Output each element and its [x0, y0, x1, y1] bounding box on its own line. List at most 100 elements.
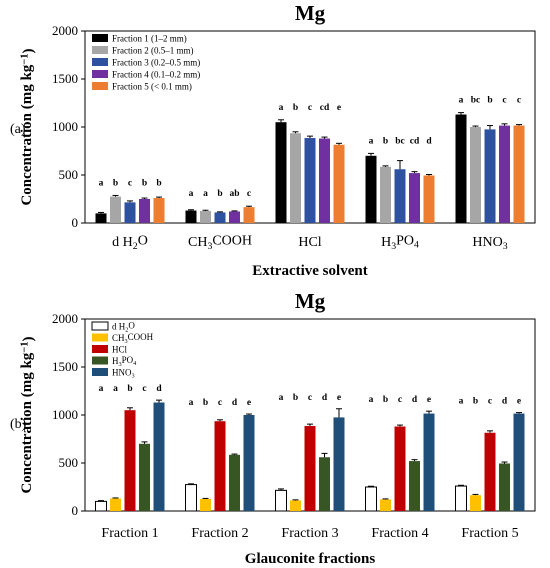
panel-b-significance-letter: b — [473, 397, 478, 407]
panel-a-y-tick-label: 0 — [72, 215, 79, 230]
panel-a-legend-swatch — [92, 34, 108, 42]
panel-a-bar — [214, 212, 226, 223]
panel-b-significance-letter: e — [427, 395, 431, 405]
panel-b-legend-swatch — [92, 368, 108, 376]
panel-b-significance-letter: a — [369, 395, 374, 405]
panel-a-bar — [394, 169, 406, 223]
panel-b-bar — [185, 484, 197, 512]
panel-a-bar — [380, 166, 391, 223]
panel-a-legend-entry: Fraction 4 (0.1–0.2 mm) — [112, 70, 200, 80]
panel-b-x-axis-label: Glauconite fractions — [245, 551, 376, 567]
panel-b-significance-letter: d — [232, 398, 238, 408]
panel-a-significance-letter: b — [383, 136, 388, 146]
panel-a-significance-letter: e — [337, 103, 341, 113]
panel-a-x-axis-label: Extractive solvent — [252, 263, 367, 279]
panel-a-significance-letter: a — [203, 189, 208, 199]
panel-a-bar — [185, 210, 197, 223]
panel-a-y-axis-label: Concentration (mg kg−1) — [19, 48, 37, 205]
panel-b-significance-letter: d — [156, 384, 162, 394]
panel-b-bar — [409, 461, 420, 511]
panel-b-significance-letter: a — [459, 397, 464, 407]
panel-a-bar — [275, 122, 287, 223]
panel-b-legend-entry: CH3COOH — [112, 332, 154, 345]
panel-a-bar — [95, 213, 107, 223]
panel-a-bar — [409, 173, 420, 223]
panel-a-bar — [200, 211, 211, 223]
panel-b-category-label: Fraction 3 — [281, 526, 338, 541]
panel-a-significance-letter: a — [459, 96, 464, 106]
panel-b-significance-letter: c — [142, 384, 146, 394]
panel-a-bar — [229, 211, 240, 223]
panel-b-y-tick-label: 2000 — [52, 311, 78, 326]
panel-b-chart: Mg (b) 0 500 1000 1500 2000 Concentration (mg k… — [10, 289, 536, 567]
panel-b-legend-entry: HCl — [112, 345, 128, 355]
panel-a-significance-letter: d — [426, 136, 432, 146]
panel-b-significance-letter: b — [293, 393, 298, 403]
panel-b-significance-letter: e — [337, 393, 341, 403]
panel-a-bar — [333, 144, 345, 223]
panel-b-legend-swatch — [92, 345, 108, 353]
panel-b-bar — [275, 489, 287, 512]
panel-a-bar — [153, 198, 165, 223]
panel-b-bar — [423, 413, 435, 511]
panel-b-bar — [394, 426, 406, 511]
panel-b-y-tick-label: 1000 — [52, 407, 78, 422]
panel-b-bar — [290, 500, 301, 511]
panel-b-significance-letter: c — [488, 397, 492, 407]
panel-a-bar — [499, 125, 510, 223]
panel-b-category-label: Fraction 4 — [371, 526, 428, 541]
panel-a-significance-letter: b — [142, 178, 147, 188]
panel-b-significance-letter: c — [218, 398, 222, 408]
panel-a-category-label: HCl — [298, 235, 321, 250]
panel-b-y-tick-label: 1500 — [52, 359, 78, 374]
panel-a-significance-letter: b — [487, 96, 492, 106]
panel-a-bar — [484, 129, 496, 223]
panel-b-bar — [139, 443, 150, 511]
panel-b-significance-letter: a — [189, 398, 194, 408]
panel-a-category-label: HNO3 — [472, 235, 507, 252]
panel-b-legend-swatch — [92, 333, 108, 342]
panel-a-bar — [124, 202, 136, 223]
panel-a-chart: Mg (a) 0 500 1000 1500 2000 Concentration (mg k… — [10, 1, 536, 279]
panel-b-bar — [470, 495, 481, 511]
panel-b-significance-letter: c — [308, 393, 312, 403]
panel-a-bar — [455, 114, 467, 223]
panel-b-bar — [319, 457, 330, 511]
panel-b-bar — [243, 415, 255, 511]
panel-b-bar — [484, 432, 496, 511]
panel-b-significance-letter: c — [398, 395, 402, 405]
panel-b-significance-letter: b — [383, 395, 388, 405]
panel-a-bar — [110, 196, 121, 223]
panel-a-y-tick-label: 500 — [59, 167, 79, 182]
panel-b-bar — [229, 454, 240, 511]
panel-a-bar — [243, 207, 255, 223]
panel-a-significance-letter: c — [502, 96, 506, 106]
panel-a-significance-letter: b — [113, 178, 118, 188]
panel-b-bar — [365, 486, 377, 512]
panel-b-significance-letter: e — [247, 398, 251, 408]
panel-a-title: Mg — [295, 1, 326, 25]
panel-a-significance-letter: a — [369, 136, 374, 146]
panel-b-significance-letter: b — [127, 384, 132, 394]
panel-a-bar — [365, 155, 377, 223]
panel-a-legend-swatch — [92, 82, 108, 90]
panel-a-label: (a) — [10, 122, 26, 137]
panel-b-significance-letter: d — [502, 397, 508, 407]
panel-a-bar — [423, 175, 435, 223]
panel-a-legend-entry: Fraction 1 (1–2 mm) — [112, 34, 187, 44]
panel-a-significance-letter: bc — [471, 96, 481, 106]
panel-b-bar — [380, 499, 391, 511]
panel-b-y-tick-label: 500 — [59, 455, 79, 470]
panel-a-significance-letter: a — [189, 189, 194, 199]
panel-b-bar — [333, 417, 345, 511]
panel-a-bar — [139, 199, 150, 223]
panel-b-legend-swatch — [92, 356, 108, 365]
panel-a-significance-letter: bc — [395, 136, 405, 146]
panel-b-significance-letter: a — [99, 384, 104, 394]
panel-b-legend-entry: H3PO4 — [112, 355, 137, 368]
panel-b-significance-letter: b — [203, 398, 208, 408]
panel-a-significance-letter: c — [517, 96, 521, 106]
panel-b-bar — [200, 499, 211, 511]
panel-b-bar — [153, 402, 165, 511]
